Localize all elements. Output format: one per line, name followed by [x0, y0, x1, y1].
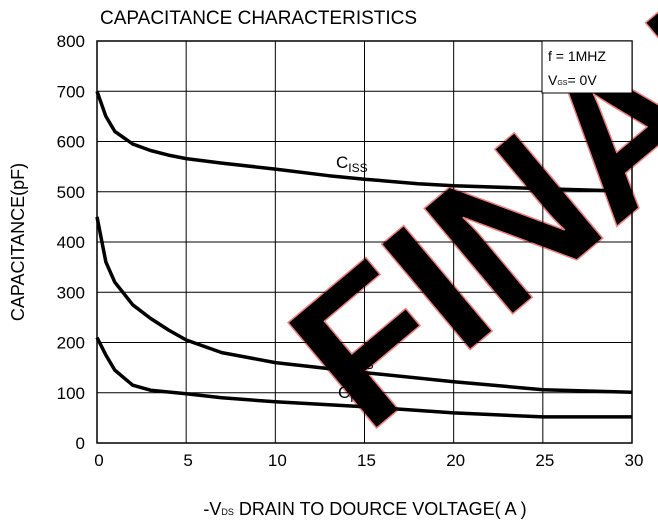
x-tick-label: 0: [94, 451, 103, 470]
chart-title: CAPACITANCE CHARACTERISTICS: [100, 8, 417, 29]
vgs-main: V: [548, 72, 558, 88]
x-tick-label: 20: [446, 451, 465, 470]
x-label-main: -V: [203, 499, 221, 519]
condition-vgs: VGS= 0V: [548, 72, 597, 88]
series-label-sub: RSS: [350, 391, 375, 405]
y-axis-label: CAPACITANCE(pF): [8, 163, 28, 321]
x-tick-label: 10: [268, 451, 287, 470]
x-axis-label: -VDS DRAIN TO DOURCE VOLTAGE( A ): [203, 499, 526, 519]
series-label-main: C: [338, 383, 350, 402]
conditions-box: [541, 40, 633, 94]
y-tick-label: 0: [76, 434, 85, 453]
plot-frame: [96, 40, 633, 444]
series-line: [95, 216, 633, 394]
x-tick-label: 25: [535, 451, 554, 470]
x-tick-label: 5: [183, 451, 192, 470]
condition-freq: f = 1MHZ: [548, 48, 606, 64]
y-tick-label: 600: [57, 133, 85, 152]
y-tick-label: 500: [57, 183, 85, 202]
series-label-main: C: [336, 350, 348, 369]
x-tick-label: 15: [357, 451, 376, 470]
series-line: [95, 90, 633, 193]
y-tick-label: 300: [57, 283, 85, 302]
series-label-main: C: [336, 153, 348, 172]
series-label-sub: OSS: [348, 358, 373, 372]
vgs-sub: GS: [557, 80, 567, 87]
series-line: [95, 336, 632, 419]
vgs-rest: = 0V: [567, 72, 597, 88]
x-tick-label: 30: [625, 451, 644, 470]
y-tick-label: 400: [57, 233, 85, 252]
y-tick-label: 800: [57, 32, 85, 51]
series-label-sub: ISS: [348, 161, 367, 175]
series-label: CRSS: [338, 383, 375, 405]
y-tick-label: 100: [57, 384, 85, 403]
y-tick-label: 700: [57, 82, 85, 101]
x-label-sub: DS: [221, 507, 234, 517]
x-label-rest: DRAIN TO DOURCE VOLTAGE( A ): [234, 499, 527, 519]
y-tick-label: 200: [57, 334, 85, 353]
series-label: CISS: [336, 153, 368, 175]
series-label: COSS: [336, 350, 374, 372]
